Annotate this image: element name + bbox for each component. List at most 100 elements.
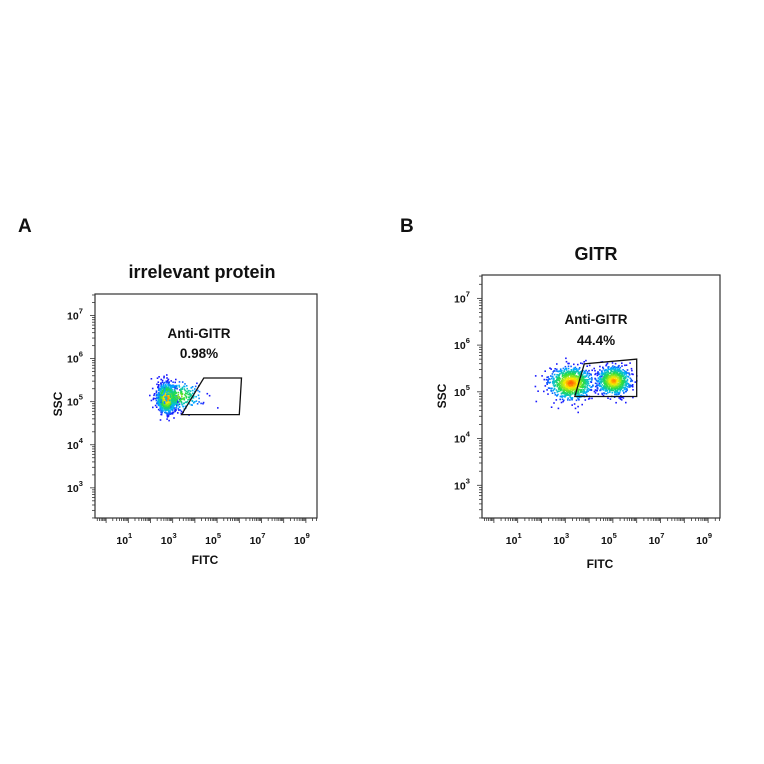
- panel-b-event-point: [556, 379, 558, 381]
- panel-b-event-point: [570, 365, 572, 368]
- panel-b-event-point: [605, 388, 608, 390]
- panel-a-event-point: [177, 408, 180, 410]
- panel-a-event-point: [161, 379, 164, 382]
- panel-a-x-tick-label: 103: [161, 531, 177, 547]
- panel-b-gate-polygon[interactable]: [573, 358, 638, 398]
- panel-a-event-point: [165, 406, 168, 409]
- panel-b-event-point: [608, 385, 611, 388]
- panel-b-event-point: [612, 381, 614, 384]
- panel-b-event-point: [626, 372, 629, 374]
- panel-b-event-point: [608, 388, 611, 391]
- panel-b-event-point: [591, 369, 593, 372]
- panel-b-event-point: [571, 387, 574, 389]
- panel-b-event-point: [547, 381, 549, 384]
- panel-b-event-point: [548, 387, 551, 389]
- panel-a-event-point: [160, 385, 162, 387]
- panel-b-event-point: [571, 391, 574, 394]
- panel-a-event-point: [164, 398, 167, 400]
- panel-b-event-point: [573, 374, 576, 377]
- panel-a-event-point: [152, 397, 155, 400]
- panel-b-event-point: [626, 382, 629, 384]
- panel-b-event-point: [612, 385, 614, 388]
- panel-b-event-point: [553, 380, 555, 383]
- panel-b-event-point: [603, 385, 606, 387]
- panel-b-event-point: [562, 379, 564, 381]
- panel-a-event-point: [168, 383, 170, 386]
- panel-b-event-point: [577, 379, 580, 381]
- panel-a-event-point: [170, 413, 172, 415]
- panel-a-gate-polygon[interactable]: [180, 377, 243, 416]
- panel-a-event-point: [187, 399, 189, 401]
- panel-a-event-point: [169, 403, 171, 405]
- panel-b-event-point: [601, 370, 603, 372]
- panel-b-event-point: [567, 384, 570, 387]
- panel-b-event-point: [605, 375, 608, 377]
- panel-b-event-point: [603, 378, 605, 380]
- panel-b-event-point: [622, 381, 624, 383]
- panel-b-event-point: [630, 384, 632, 387]
- panel-a-event-point: [167, 410, 170, 412]
- panel-a-event-point: [164, 407, 166, 409]
- panel-a-event-point: [181, 392, 184, 395]
- panel-b-event-point: [621, 383, 623, 386]
- panel-b-event-point: [586, 371, 589, 373]
- panel-a-event-point: [164, 394, 167, 396]
- panel-b-event-point: [567, 391, 570, 393]
- panel-b-event-point: [579, 373, 582, 375]
- panel-a-event-point: [180, 392, 182, 395]
- panel-b-event-point: [562, 374, 564, 376]
- panel-b-event-point: [584, 380, 587, 382]
- panel-b-event-point: [561, 395, 563, 397]
- panel-a-event-point: [172, 381, 174, 383]
- panel-b-event-point: [619, 385, 622, 388]
- panel-a-event-point: [165, 396, 168, 399]
- panel-b-event-point: [572, 383, 575, 385]
- panel-b-event-point: [625, 380, 628, 383]
- panel-b-event-point: [605, 363, 608, 366]
- panel-b-event-point: [602, 387, 604, 390]
- panel-b-event-point: [562, 384, 564, 387]
- panel-letter-a: A: [18, 216, 32, 237]
- panel-b-event-point: [604, 375, 606, 377]
- panel-b-event-point: [606, 362, 609, 365]
- panel-a-event-point: [152, 398, 155, 401]
- panel-b-event-point: [580, 370, 582, 373]
- panel-b-event-point: [549, 381, 552, 384]
- panel-a-event-point: [167, 395, 170, 398]
- panel-b-event-point: [601, 384, 604, 386]
- panel-b-event-point: [600, 380, 603, 383]
- panel-b-event-point: [585, 391, 588, 393]
- panel-b-y-tick-label: 104: [454, 430, 471, 446]
- panel-b-event-point: [576, 368, 578, 371]
- panel-a-event-point: [184, 395, 187, 397]
- panel-a-event-point: [183, 398, 185, 400]
- panel-b-event-point: [578, 394, 580, 396]
- panel-a-event-point: [178, 403, 181, 406]
- panel-a-event-point: [195, 400, 198, 402]
- panel-b-event-point: [619, 389, 622, 392]
- panel-b-event-point: [549, 367, 551, 369]
- panel-a-event-point: [167, 387, 170, 390]
- panel-a-event-point: [184, 405, 187, 408]
- panel-b-event-point: [587, 387, 590, 390]
- panel-b-event-point: [605, 377, 607, 379]
- panel-a-event-point: [174, 385, 177, 387]
- panel-b-event-point: [603, 387, 606, 389]
- panel-a-y-axis-label: SSC: [51, 391, 65, 416]
- panel-b-event-point: [587, 381, 589, 383]
- panel-b-event-point: [616, 386, 618, 389]
- panel-b-event-point: [570, 390, 572, 393]
- panel-b-event-point: [569, 371, 571, 374]
- panel-b-event-point: [566, 386, 568, 389]
- panel-a-event-point: [162, 393, 165, 396]
- panel-a-event-point: [180, 393, 183, 396]
- panel-b-event-point: [608, 387, 610, 389]
- panel-a-event-point: [174, 410, 177, 413]
- panel-b-event-point: [581, 362, 584, 365]
- panel-a-event-point: [166, 401, 169, 404]
- panel-b-event-point: [548, 378, 550, 380]
- panel-b-event-point: [621, 362, 623, 364]
- panel-a-event-point: [198, 397, 200, 400]
- panel-a-y-tick-label: 104: [67, 436, 84, 452]
- panel-b-event-point: [588, 374, 591, 377]
